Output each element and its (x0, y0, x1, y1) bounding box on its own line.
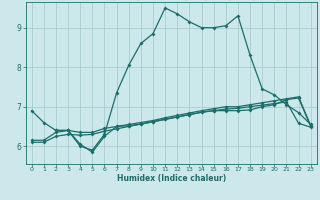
X-axis label: Humidex (Indice chaleur): Humidex (Indice chaleur) (116, 174, 226, 183)
